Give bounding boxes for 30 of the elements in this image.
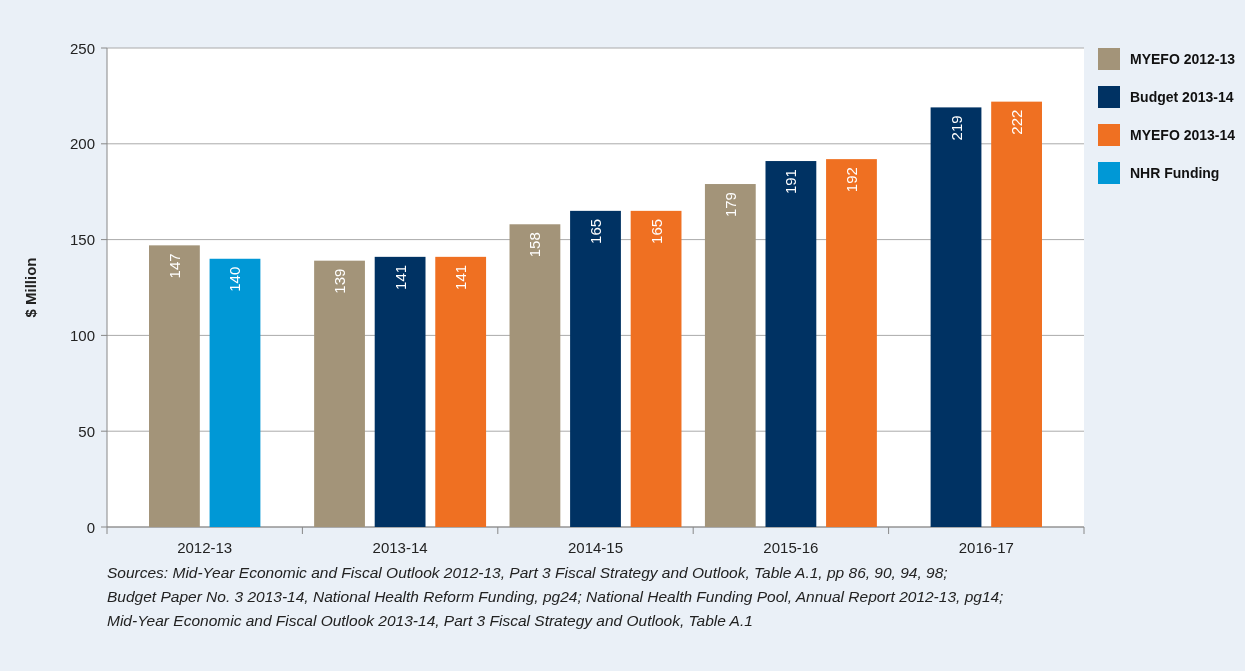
data-label: 141 xyxy=(452,264,470,290)
y-tick-label: 50 xyxy=(78,422,95,440)
source-note: Sources: Mid-Year Economic and Fiscal Outlook 2012-13, Part 3 Fiscal Strategy and Outlook, Table A.1, pp 86, 90, 94, 98; Budget Paper No. 3 2013-14, National Health Reform Funding, pg24; National Health Funding Pool, Annual Report 2012-13, pg14; Mid-Year Economic and Fiscal Outlook 2013-14, Part 3 Fiscal Strategy and Outlook, Table A.1 xyxy=(107,564,1004,629)
data-label: 158 xyxy=(526,232,544,258)
data-label: 141 xyxy=(391,264,409,290)
x-tick-label: 2014-15 xyxy=(567,539,624,556)
data-label: 140 xyxy=(226,266,244,292)
legend-label: NHR Funding xyxy=(1130,165,1220,181)
x-tick-label: 2015-16 xyxy=(763,539,819,556)
data-label: 179 xyxy=(721,192,739,218)
data-label: 147 xyxy=(165,253,183,279)
data-label: 165 xyxy=(587,218,604,244)
legend-label: MYEFO 2012-13 xyxy=(1130,51,1236,67)
y-axis-title: $ Million xyxy=(22,257,39,318)
data-label: 219 xyxy=(947,115,965,141)
y-tick-label: 0 xyxy=(86,518,95,536)
data-label: 192 xyxy=(842,167,860,193)
data-label: 191 xyxy=(782,169,800,195)
x-tick-label: 2016-17 xyxy=(958,539,1014,556)
data-label: 139 xyxy=(331,268,349,294)
data-label: 165 xyxy=(647,218,665,244)
y-tick-label: 150 xyxy=(69,231,95,249)
y-tick-label: 250 xyxy=(69,39,95,57)
legend-label: Budget 2013-14 xyxy=(1130,89,1234,105)
y-tick-label: 100 xyxy=(69,326,95,344)
x-tick-label: 2012-13 xyxy=(177,539,233,556)
data-label: 222 xyxy=(1008,109,1026,135)
legend-label: MYEFO 2013-14 xyxy=(1130,127,1236,143)
x-tick-label: 2013-14 xyxy=(372,539,428,556)
y-tick-label: 200 xyxy=(69,135,95,153)
